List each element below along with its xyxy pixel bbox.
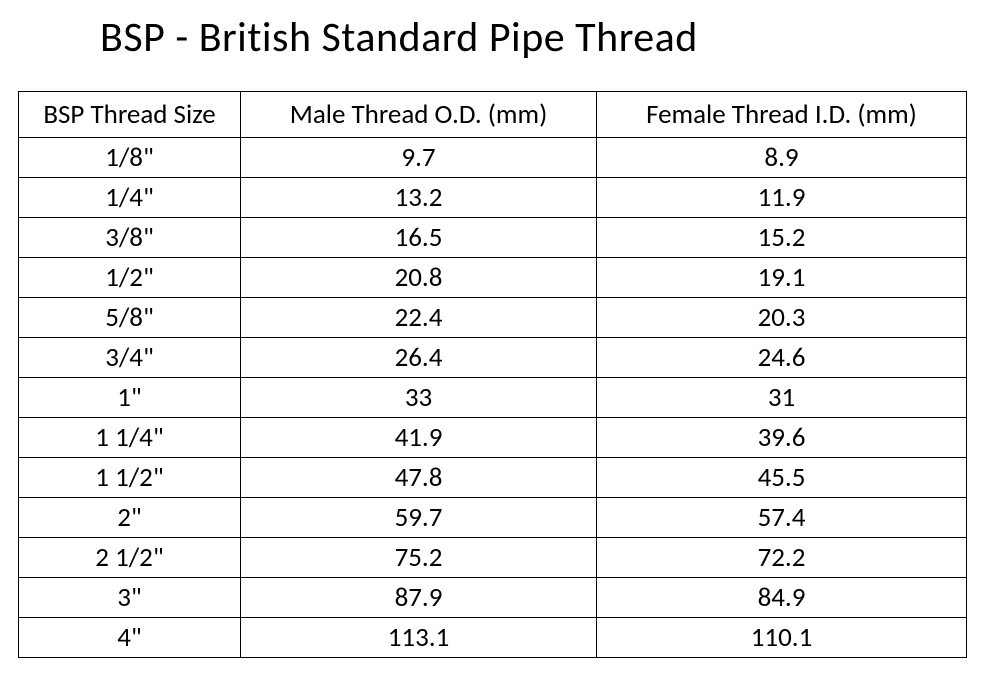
table-row: 2 1/2" 75.2 72.2 xyxy=(19,538,967,578)
cell-female-id: 57.4 xyxy=(597,498,967,538)
cell-male-od: 9.7 xyxy=(241,138,597,178)
cell-male-od: 87.9 xyxy=(241,578,597,618)
cell-male-od: 22.4 xyxy=(241,298,597,338)
cell-size: 1/8" xyxy=(19,138,241,178)
table-row: 3/4" 26.4 24.6 xyxy=(19,338,967,378)
cell-size: 1/2" xyxy=(19,258,241,298)
cell-male-od: 13.2 xyxy=(241,178,597,218)
table-row: 1 1/4" 41.9 39.6 xyxy=(19,418,967,458)
cell-size: 3" xyxy=(19,578,241,618)
table-row: 5/8" 22.4 20.3 xyxy=(19,298,967,338)
table-row: 3/8" 16.5 15.2 xyxy=(19,218,967,258)
cell-female-id: 20.3 xyxy=(597,298,967,338)
page-title: BSP - British Standard Pipe Thread xyxy=(100,12,966,63)
column-header-male-od: Male Thread O.D. (mm) xyxy=(241,92,597,138)
cell-size: 5/8" xyxy=(19,298,241,338)
cell-female-id: 45.5 xyxy=(597,458,967,498)
cell-female-id: 31 xyxy=(597,378,967,418)
bsp-thread-table: BSP Thread Size Male Thread O.D. (mm) Fe… xyxy=(18,91,967,658)
cell-female-id: 11.9 xyxy=(597,178,967,218)
cell-size: 1 1/4" xyxy=(19,418,241,458)
cell-female-id: 8.9 xyxy=(597,138,967,178)
cell-male-od: 20.8 xyxy=(241,258,597,298)
cell-female-id: 24.6 xyxy=(597,338,967,378)
table-row: 4" 113.1 110.1 xyxy=(19,618,967,658)
table-row: 2" 59.7 57.4 xyxy=(19,498,967,538)
cell-female-id: 19.1 xyxy=(597,258,967,298)
column-header-female-id: Female Thread I.D. (mm) xyxy=(597,92,967,138)
cell-male-od: 59.7 xyxy=(241,498,597,538)
cell-size: 2 1/2" xyxy=(19,538,241,578)
table-row: 3" 87.9 84.9 xyxy=(19,578,967,618)
cell-size: 1/4" xyxy=(19,178,241,218)
cell-size: 1 1/2" xyxy=(19,458,241,498)
column-header-size: BSP Thread Size xyxy=(19,92,241,138)
cell-male-od: 75.2 xyxy=(241,538,597,578)
cell-female-id: 84.9 xyxy=(597,578,967,618)
table-row: 1/4" 13.2 11.9 xyxy=(19,178,967,218)
table-row: 1" 33 31 xyxy=(19,378,967,418)
cell-male-od: 113.1 xyxy=(241,618,597,658)
page-container: BSP - British Standard Pipe Thread BSP T… xyxy=(0,0,984,670)
table-row: 1 1/2" 47.8 45.5 xyxy=(19,458,967,498)
cell-male-od: 41.9 xyxy=(241,418,597,458)
cell-size: 3/4" xyxy=(19,338,241,378)
cell-male-od: 47.8 xyxy=(241,458,597,498)
cell-size: 3/8" xyxy=(19,218,241,258)
table-row: 1/2" 20.8 19.1 xyxy=(19,258,967,298)
table-header-row: BSP Thread Size Male Thread O.D. (mm) Fe… xyxy=(19,92,967,138)
cell-size: 2" xyxy=(19,498,241,538)
cell-male-od: 33 xyxy=(241,378,597,418)
cell-male-od: 16.5 xyxy=(241,218,597,258)
cell-size: 4" xyxy=(19,618,241,658)
table-row: 1/8" 9.7 8.9 xyxy=(19,138,967,178)
cell-female-id: 72.2 xyxy=(597,538,967,578)
cell-female-id: 110.1 xyxy=(597,618,967,658)
cell-female-id: 39.6 xyxy=(597,418,967,458)
cell-female-id: 15.2 xyxy=(597,218,967,258)
cell-male-od: 26.4 xyxy=(241,338,597,378)
cell-size: 1" xyxy=(19,378,241,418)
